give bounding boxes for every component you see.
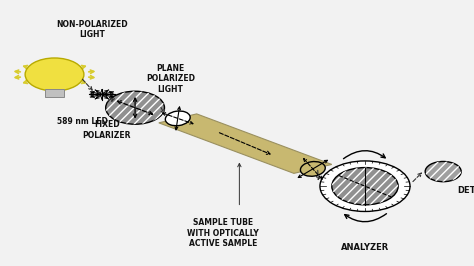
- Text: FIXED
POLARIZER: FIXED POLARIZER: [82, 120, 131, 140]
- Ellipse shape: [301, 161, 325, 176]
- Text: PLANE
POLARIZED
LIGHT: PLANE POLARIZED LIGHT: [146, 64, 195, 94]
- Circle shape: [106, 91, 164, 124]
- Circle shape: [425, 161, 461, 182]
- Circle shape: [25, 58, 84, 91]
- Text: NON-POLARIZED
LIGHT: NON-POLARIZED LIGHT: [56, 20, 128, 39]
- Text: DETECTOR: DETECTOR: [457, 186, 474, 195]
- Circle shape: [332, 168, 398, 205]
- Text: 589 nm LED: 589 nm LED: [57, 117, 108, 126]
- Circle shape: [320, 161, 410, 211]
- FancyBboxPatch shape: [45, 89, 64, 97]
- Text: SAMPLE TUBE
WITH OPTICALLY
ACTIVE SAMPLE: SAMPLE TUBE WITH OPTICALLY ACTIVE SAMPLE: [187, 218, 259, 248]
- Ellipse shape: [165, 111, 190, 126]
- Text: ANALYZER: ANALYZER: [341, 243, 389, 252]
- Polygon shape: [159, 114, 332, 173]
